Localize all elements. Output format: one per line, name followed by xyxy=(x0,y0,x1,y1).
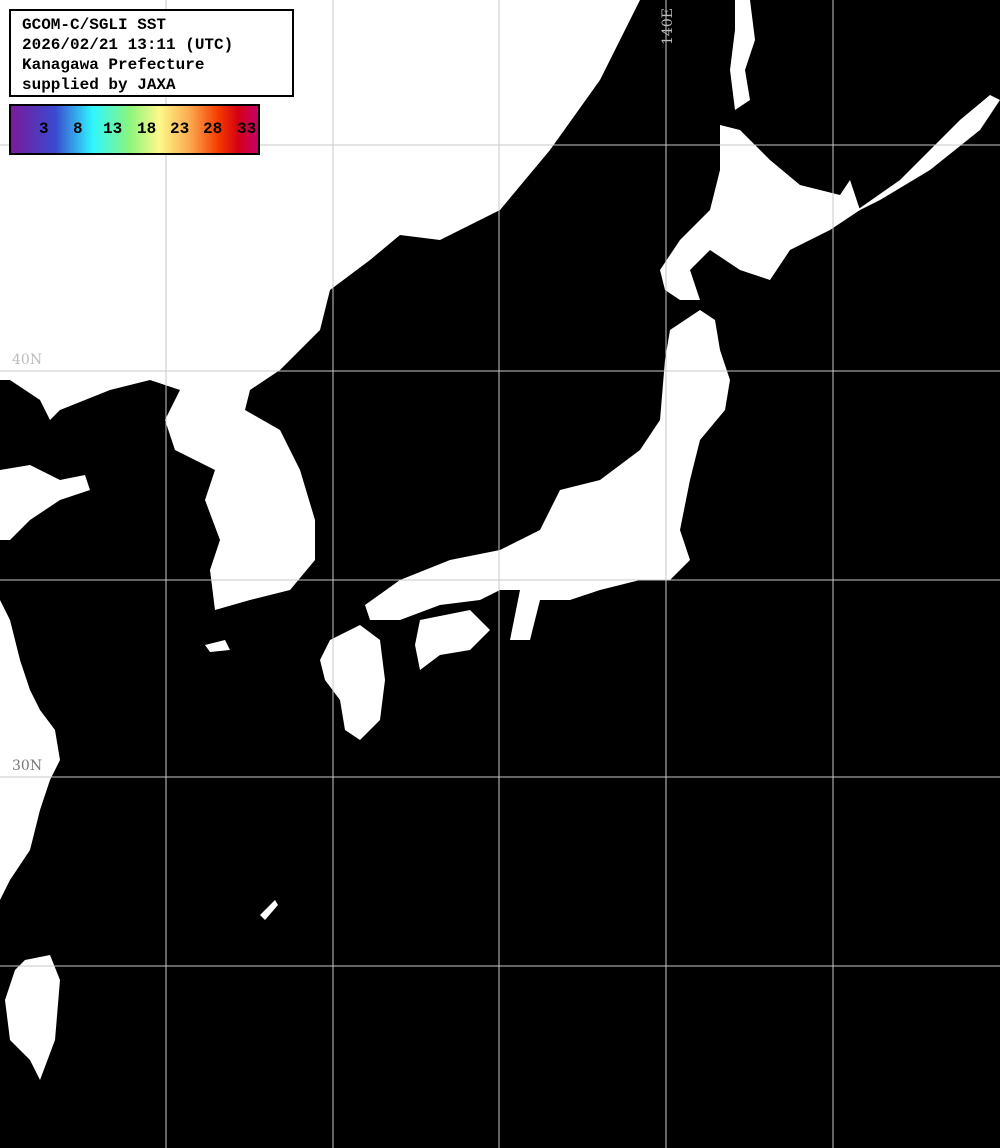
product-title: GCOM-C/SGLI SST xyxy=(22,16,167,34)
scale-tick: 33 xyxy=(237,120,257,138)
scale-tick: 13 xyxy=(103,120,123,138)
lat-label-30n: 30N xyxy=(12,758,43,774)
scale-tick: 8 xyxy=(73,120,83,138)
info-box: GCOM-C/SGLI SST 2026/02/21 13:11 (UTC) K… xyxy=(9,9,294,97)
china-east-coast xyxy=(0,600,60,900)
region-name: Kanagawa Prefecture xyxy=(22,56,205,74)
kyushu xyxy=(320,625,385,740)
scale-tick: 28 xyxy=(203,120,223,138)
kuril-islands xyxy=(850,95,1000,215)
scale-tick: 23 xyxy=(170,120,190,138)
scale-tick: 18 xyxy=(137,120,157,138)
taiwan xyxy=(5,955,60,1080)
small-island xyxy=(400,127,428,165)
scale-tick: 3 xyxy=(39,120,49,138)
shandong-peninsula xyxy=(0,465,90,540)
jeju xyxy=(205,640,230,652)
lat-label-40n: 40N xyxy=(12,352,43,368)
credit: supplied by JAXA xyxy=(22,76,176,94)
shikoku xyxy=(415,610,490,670)
timestamp: 2026/02/21 13:11 (UTC) xyxy=(22,36,234,54)
hokkaido xyxy=(660,125,860,300)
lon-label-140e: 140E xyxy=(660,8,676,45)
sakhalin xyxy=(730,0,755,110)
ryukyu-islands xyxy=(260,900,278,920)
color-scale-bar: 3 8 13 18 23 28 33 xyxy=(9,104,260,155)
honshu xyxy=(365,310,730,640)
